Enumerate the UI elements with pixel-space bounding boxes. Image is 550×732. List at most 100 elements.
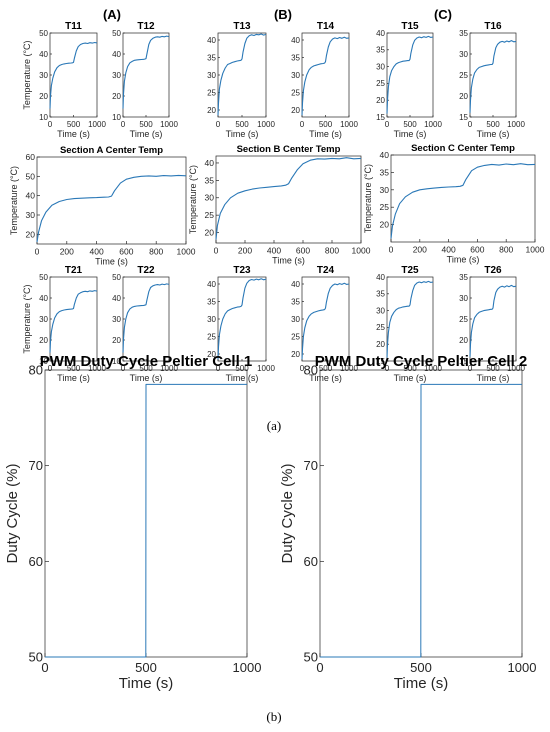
- y-tick-label: 60: [304, 554, 318, 569]
- x-tick-label: 1000: [508, 660, 537, 675]
- chart-title: T16: [484, 21, 502, 32]
- y-tick-label: 40: [39, 50, 48, 59]
- x-axis-label: Time (s): [394, 675, 448, 692]
- x-tick-label: 1000: [424, 364, 442, 373]
- y-tick-label: 35: [459, 29, 468, 38]
- chart-title: Section A Center Temp: [60, 145, 163, 156]
- y-tick-label: 20: [112, 336, 121, 345]
- series-line: [217, 33, 267, 116]
- y-tick-label: 10: [39, 357, 48, 366]
- series-line: [390, 163, 536, 239]
- y-tick-label: 30: [459, 294, 468, 303]
- x-axis-label: Time (s): [57, 373, 90, 383]
- x-tick-label: 600: [119, 247, 133, 257]
- x-tick-label: 1000: [160, 364, 178, 373]
- x-tick-label: 200: [60, 247, 74, 257]
- y-tick-label: 35: [207, 53, 216, 62]
- y-tick-label: 10: [112, 357, 121, 366]
- y-axis-label: Temperature (°C): [9, 166, 19, 235]
- chart-title: T23: [233, 265, 251, 276]
- y-axis-label: Temperature (°C): [22, 284, 32, 353]
- x-tick-label: 500: [67, 120, 81, 129]
- chart-title: T22: [137, 265, 155, 276]
- caption-a: (a): [267, 418, 281, 433]
- y-tick-label: 20: [459, 336, 468, 345]
- x-tick-label: 500: [403, 120, 417, 129]
- plot-area: [36, 156, 187, 245]
- x-axis-label: Time (s): [130, 129, 163, 139]
- y-tick-label: 40: [207, 36, 216, 45]
- y-tick-label: 40: [39, 294, 48, 303]
- y-tick-label: 50: [39, 273, 48, 282]
- y-tick-label: 15: [459, 113, 468, 122]
- x-tick-label: 200: [413, 245, 427, 255]
- y-tick-label: 15: [376, 357, 385, 366]
- y-tick-label: 40: [291, 36, 300, 45]
- y-tick-label: 40: [205, 158, 215, 168]
- x-tick-label: 1000: [340, 120, 358, 129]
- series-line: [45, 383, 247, 658]
- y-tick-label: 25: [207, 88, 216, 97]
- x-axis-label: Time (s): [394, 373, 427, 383]
- plot-area: [49, 32, 98, 118]
- chart-title: T15: [401, 21, 419, 32]
- y-tick-label: 40: [207, 280, 216, 289]
- chart-T26: 0 500 1000 15 20 25 30 35 T26 Time (s): [459, 265, 525, 383]
- y-tick-label: 30: [380, 185, 390, 195]
- y-tick-label: 25: [207, 332, 216, 341]
- x-axis-label: Time (s): [119, 675, 173, 692]
- chart-T21: 0 500 1000 10 20 30 40 50 T21 Time (s) Temperature…: [22, 265, 106, 383]
- x-tick-label: 800: [325, 246, 339, 256]
- chart-T14: 0 500 1000 20 25 30 35 40 T14 Time (s): [291, 21, 358, 139]
- x-axis-label: Time (s): [394, 129, 427, 139]
- y-tick-label: 35: [376, 46, 385, 55]
- y-tick-label: 20: [207, 106, 216, 115]
- series-line: [122, 35, 170, 109]
- chart-SecC: 0 200 400 600 800 1000 20 25 30 35 40 Section C Cen…: [363, 143, 545, 265]
- y-tick-label: 25: [380, 202, 390, 212]
- x-tick-label: 1000: [424, 120, 442, 129]
- x-tick-label: 500: [67, 364, 81, 373]
- series-line: [301, 282, 350, 360]
- series-line: [469, 40, 517, 113]
- y-tick-label: 25: [376, 323, 385, 332]
- chart-SecA: 0 200 400 600 800 1000 20 30 40 50 60 Section A Cen…: [9, 145, 196, 267]
- y-tick-label: 20: [459, 92, 468, 101]
- y-tick-label: 30: [459, 50, 468, 59]
- plot-area: [469, 276, 517, 362]
- x-tick-label: 0: [121, 120, 126, 129]
- plot-area: [122, 276, 170, 362]
- y-tick-label: 20: [380, 220, 390, 230]
- y-tick-label: 25: [291, 88, 300, 97]
- x-tick-label: 800: [149, 247, 163, 257]
- y-tick-label: 25: [205, 210, 215, 220]
- x-tick-label: 1000: [160, 120, 178, 129]
- x-tick-label: 0: [48, 120, 53, 129]
- x-axis-label: Time (s): [309, 373, 342, 383]
- y-tick-label: 30: [205, 193, 215, 203]
- y-tick-label: 20: [376, 340, 385, 349]
- chart-T15: 0 500 1000 15 20 25 30 35 40 T15 Time (s): [376, 21, 442, 139]
- y-tick-label: 10: [112, 113, 121, 122]
- chart-title: T11: [65, 21, 82, 32]
- y-tick-label: 35: [207, 297, 216, 306]
- plot-area: [215, 155, 362, 244]
- x-tick-label: 0: [35, 247, 40, 257]
- y-tick-label: 20: [376, 96, 385, 105]
- plot-area: [217, 276, 267, 362]
- chart-T24: 0 500 1000 20 25 30 35 40 T24 Time (s): [291, 265, 358, 383]
- x-tick-label: 400: [90, 247, 104, 257]
- y-tick-label: 25: [291, 332, 300, 341]
- chart-title: T26: [484, 265, 502, 276]
- x-tick-label: 400: [267, 246, 281, 256]
- y-tick-label: 60: [29, 554, 43, 569]
- y-tick-label: 15: [459, 357, 468, 366]
- y-tick-label: 35: [376, 290, 385, 299]
- y-tick-label: 20: [291, 106, 300, 115]
- chart-title: T14: [317, 21, 335, 32]
- x-tick-label: 500: [486, 364, 500, 373]
- y-tick-label: 50: [39, 29, 48, 38]
- group-label-b: (B): [274, 7, 292, 22]
- y-tick-label: 30: [376, 62, 385, 71]
